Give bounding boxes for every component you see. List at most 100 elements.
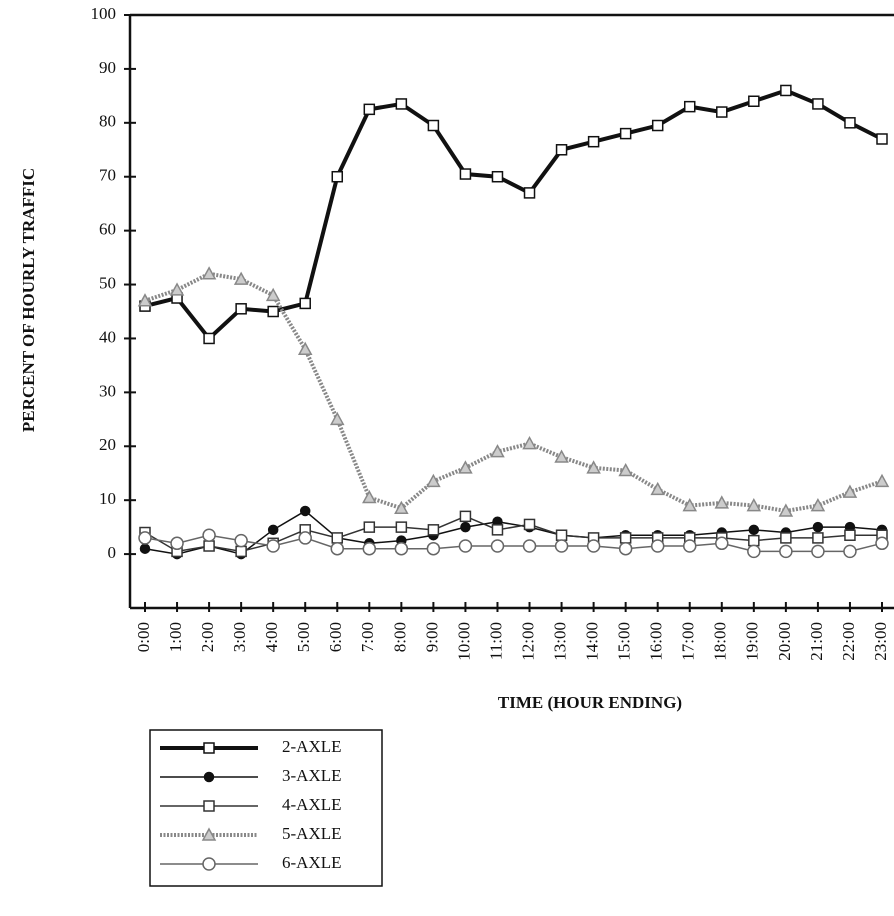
x-tick-label: 6:00: [326, 622, 345, 652]
x-tick-label: 8:00: [390, 622, 409, 652]
x-tick-label: 7:00: [358, 622, 377, 652]
data-point: [682, 539, 697, 553]
data-point: [586, 460, 601, 474]
x-tick-label: 20:00: [775, 622, 794, 661]
data-point: [587, 135, 600, 148]
data-point: [874, 473, 890, 488]
y-tick-label: 70: [99, 166, 116, 185]
x-tick-label: 1:00: [166, 622, 185, 652]
data-point: [491, 524, 504, 536]
data-point: [650, 481, 665, 496]
y-tick-label: 10: [99, 489, 116, 508]
data-point: [748, 95, 760, 108]
y-tick-label: 40: [99, 327, 116, 346]
data-point: [714, 495, 730, 509]
data-point: [427, 524, 440, 536]
data-point: [137, 293, 153, 307]
data-point: [235, 545, 247, 558]
y-tick-label: 0: [108, 543, 117, 562]
data-point: [747, 544, 761, 559]
data-point: [234, 533, 248, 548]
data-point: [812, 521, 824, 533]
data-point: [780, 532, 792, 544]
data-point: [716, 106, 728, 118]
data-point: [780, 84, 792, 97]
y-tick-label: 50: [99, 273, 116, 292]
data-point: [202, 528, 216, 542]
y-axis-label: PERCENT OF HOURLY TRAFFIC: [19, 168, 38, 432]
data-point: [554, 449, 569, 463]
x-tick-label: 19:00: [743, 622, 762, 661]
data-point: [395, 98, 408, 110]
data-point: [363, 521, 376, 533]
data-point: [426, 541, 441, 556]
data-point: [491, 170, 504, 183]
data-point: [586, 539, 601, 553]
data-point: [362, 541, 377, 556]
data-point: [844, 117, 856, 129]
x-tick-label: 17:00: [679, 622, 698, 661]
data-point: [842, 484, 858, 498]
data-point: [329, 411, 345, 426]
x-tick-label: 9:00: [422, 622, 441, 652]
data-point: [394, 500, 409, 515]
x-tick-label: 22:00: [839, 622, 858, 661]
data-point: [297, 341, 313, 355]
data-point: [169, 282, 185, 296]
series-line: [144, 510, 883, 555]
data-point: [459, 168, 472, 180]
x-tick-label: 10:00: [454, 622, 473, 661]
data-point: [844, 529, 856, 541]
data-point: [490, 539, 505, 553]
data-point: [748, 534, 760, 547]
data-point: [459, 510, 472, 523]
legend-label: 2-AXLE: [282, 737, 341, 756]
data-point: [458, 539, 473, 553]
data-point: [618, 541, 633, 556]
data-point: [555, 529, 568, 541]
data-point: [201, 266, 217, 280]
data-point: [233, 271, 249, 285]
series-line: [144, 534, 883, 553]
data-point: [682, 498, 698, 512]
x-tick-label: 0:00: [134, 622, 153, 652]
data-point: [490, 444, 505, 458]
data-point: [170, 536, 184, 551]
y-tick-label: 30: [99, 381, 116, 400]
data-point: [363, 103, 376, 116]
data-point: [812, 98, 824, 110]
data-point: [748, 524, 760, 536]
legend-box: [149, 729, 383, 887]
data-point: [394, 541, 409, 556]
data-point: [427, 119, 440, 132]
data-point: [812, 532, 824, 544]
data-point: [554, 539, 569, 553]
data-point: [331, 170, 344, 183]
x-tick-label: 16:00: [647, 622, 666, 661]
data-point: [330, 541, 345, 556]
data-point: [395, 521, 408, 533]
data-point: [779, 544, 793, 559]
data-point: [650, 539, 665, 553]
data-point: [426, 473, 441, 488]
data-point: [843, 544, 857, 559]
x-tick-label: 2:00: [198, 622, 217, 652]
x-tick-label: 13:00: [550, 622, 569, 661]
data-point: [298, 531, 312, 545]
data-point: [811, 544, 825, 559]
series-line: [144, 271, 883, 513]
data-point: [265, 287, 281, 302]
x-tick-label: 12:00: [518, 622, 537, 661]
data-point: [203, 332, 215, 345]
data-point: [460, 521, 471, 533]
data-point: [266, 539, 280, 553]
data-point: [715, 536, 729, 551]
data-point: [203, 540, 215, 552]
data-point: [267, 305, 279, 318]
data-point: [139, 543, 151, 554]
x-tick-label: 23:00: [871, 622, 890, 661]
data-point: [299, 505, 311, 517]
data-point: [138, 531, 152, 545]
series-line: [144, 88, 883, 342]
data-point: [746, 498, 762, 512]
